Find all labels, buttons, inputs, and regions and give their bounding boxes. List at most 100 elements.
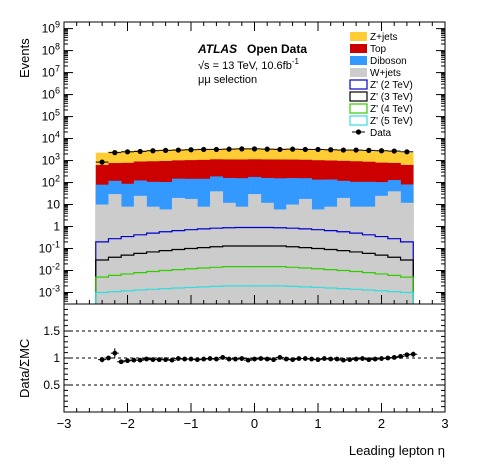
ratio-point (379, 356, 384, 361)
legend-swatch-z-jets (350, 32, 367, 41)
ratio-point (131, 357, 137, 363)
y-tick-label: 10-3 (39, 284, 60, 300)
ratio-point (99, 357, 105, 363)
y-tick-label: 10-2 (39, 262, 60, 278)
data-point (277, 146, 283, 153)
ratio-point (112, 350, 118, 356)
ratio-point (372, 356, 378, 362)
data-point (251, 146, 258, 152)
legend-label-top: Top (370, 44, 387, 55)
legend-swatch-z-2-tev- (349, 79, 368, 90)
bar-w-jets (375, 195, 389, 304)
y-tick-exponent: 8 (55, 42, 60, 52)
bar-w-jets (298, 198, 312, 304)
ratio-point (220, 355, 226, 360)
data-point (175, 147, 181, 153)
ratio-point (207, 356, 213, 361)
ratio-point (283, 356, 289, 362)
bar-w-jets (159, 209, 173, 304)
bar-w-jets (222, 202, 236, 304)
ratio-point (360, 356, 365, 361)
data-point (264, 146, 270, 152)
y-tick-label: 1 (53, 220, 60, 234)
y-tick-base: 10 (39, 264, 53, 278)
legend-swatch-z-5-tev- (349, 115, 368, 126)
bar-w-jets (146, 206, 160, 304)
legend-swatch-w-jets (350, 68, 367, 77)
data-point (201, 146, 207, 153)
x-tick-label: −2 (120, 416, 135, 431)
ratio-point (309, 356, 315, 362)
legend-label-z-2-tev-: Z' (2 TeV) (370, 80, 413, 91)
ratio-point (404, 352, 410, 358)
ratio-points-layer (98, 348, 418, 365)
ratio-point (290, 357, 295, 363)
ratio-point (347, 357, 353, 363)
ratio-point (296, 356, 302, 361)
x-tick-label: 0 (251, 416, 258, 431)
data-point (290, 146, 296, 152)
y-tick-exponent: 9 (55, 20, 60, 30)
x-tick-label: 2 (378, 416, 385, 431)
x-tick-label: 1 (314, 416, 321, 431)
y-tick-exponent: 2 (55, 174, 60, 184)
ratio-point (118, 359, 124, 365)
x-tick-label: −1 (184, 416, 199, 431)
ratio-point (226, 356, 232, 362)
line-z-5-tev- (95, 285, 414, 304)
data-point (137, 148, 143, 155)
stacked-histogram-layer (95, 148, 414, 304)
y-tick-label: 107 (42, 64, 60, 80)
data-point (378, 148, 385, 154)
data-point (328, 147, 334, 153)
legend-label-data: Data (370, 128, 392, 139)
line-z-3-tev- (95, 245, 414, 304)
bar-w-jets (349, 206, 363, 304)
legend-swatch-z-4-tev- (349, 103, 368, 114)
y-tick-label: 10 (47, 198, 61, 212)
bar-w-jets (108, 194, 122, 304)
ratio-point (144, 356, 149, 362)
y-tick-base: 10 (42, 132, 56, 146)
legend-label-z-3-tev-: Z' (3 TeV) (370, 92, 413, 103)
data-point (404, 149, 410, 155)
ratio-point (252, 356, 257, 362)
data-point (124, 149, 131, 155)
bar-w-jets (311, 209, 325, 304)
bar-w-jets (324, 206, 338, 304)
ratio-point (233, 356, 238, 362)
energy-lumi-label: √s = 13 TeV, 10.6fb-1 (198, 57, 299, 72)
legend-label-w-jets: W+jets (370, 68, 401, 79)
bar-w-jets (260, 202, 274, 304)
ratio-point (239, 356, 245, 361)
legend-swatch-z-3-tev- (349, 91, 368, 102)
y-tick-base: 10 (42, 110, 56, 124)
ratio-y-tick-label: 1.5 (43, 324, 60, 338)
y-tick-label: 106 (42, 86, 60, 102)
y-tick-base: 10 (42, 154, 56, 168)
legend-swatch-diboson (350, 56, 367, 65)
data-point (112, 150, 118, 156)
data-points-layer (95, 146, 414, 165)
ratio-point (391, 355, 397, 360)
ratio-point (410, 351, 416, 357)
x-tick-label: 3 (441, 416, 448, 431)
legend-marker-data (355, 129, 362, 135)
ratio-plot-frame (63, 303, 446, 413)
bar-w-jets (95, 204, 109, 304)
data-point (213, 146, 219, 153)
data-point (391, 148, 397, 154)
ratio-point (169, 357, 175, 363)
ratio-point (271, 357, 276, 363)
y-tick-base: 10 (42, 66, 56, 80)
line-z-2-tev- (95, 226, 414, 304)
data-point (150, 148, 156, 154)
y-tick-exponent: 7 (55, 64, 60, 74)
bar-w-jets (400, 202, 414, 304)
y-tick-exponent: 3 (55, 152, 60, 162)
ratio-point (264, 356, 270, 362)
ratio-point (321, 356, 327, 361)
y-tick-exponent: -2 (52, 262, 60, 272)
